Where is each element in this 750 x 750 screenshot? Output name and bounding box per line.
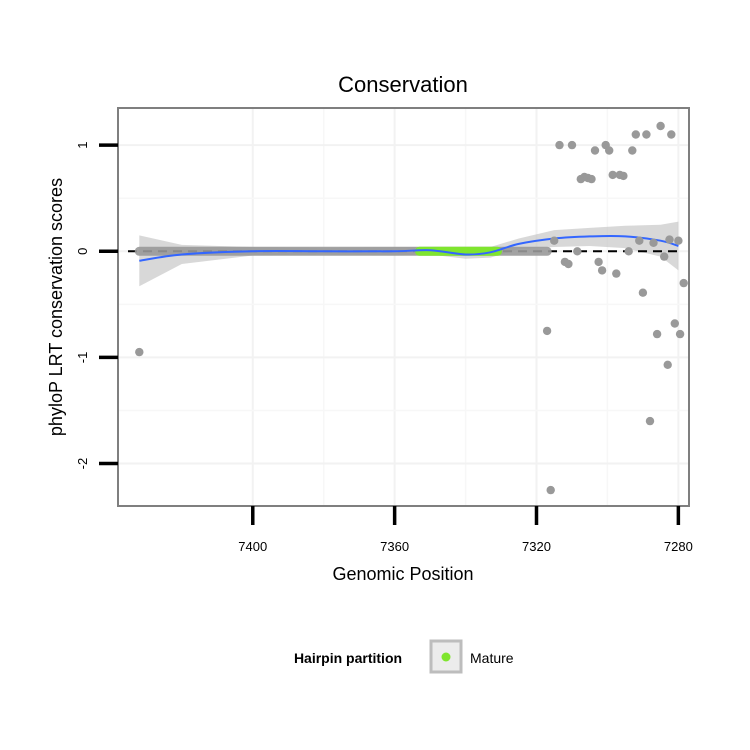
panel-border [117,107,690,507]
x-axis-ticks: 7400 7360 7320 7280 [238,506,693,554]
data-point [608,170,617,180]
data-point [597,266,607,275]
data-point [649,238,658,247]
data-point [587,174,596,184]
data-point [555,140,564,150]
data-point [652,329,662,339]
data-point [612,269,621,278]
y-axis-ticks: 1 0 -1 -2 [75,142,118,470]
y-tick-label: -1 [75,352,90,364]
data-points [135,121,688,495]
y-tick-label: 1 [75,142,90,149]
data-point [628,146,637,155]
data-point [135,347,144,357]
data-point [542,326,552,336]
data-point [660,252,669,261]
data-point [663,360,672,369]
data-point [631,130,640,139]
y-tick-label: 0 [75,248,90,255]
y-axis-title: phyloP LRT conservation scores [46,178,66,436]
data-point [667,130,676,139]
data-point [670,319,679,328]
smooth-curve [139,235,679,262]
y-tick-label: -2 [75,458,90,470]
chart-title: Conservation [338,72,468,97]
data-point [635,236,644,245]
x-tick-label: 7320 [522,539,551,554]
x-tick-label: 7400 [238,539,267,554]
data-point [642,130,651,139]
legend-key-mature-dot [441,652,451,662]
legend-label-mature: Mature [470,650,514,666]
x-tick-label: 7360 [380,539,409,554]
data-point [564,259,573,269]
data-point [619,171,628,181]
x-axis-title: Genomic Position [332,564,473,584]
smooth-line [139,235,679,262]
legend: Hairpin partition Mature [294,639,514,674]
data-point [546,485,555,495]
legend-title: Hairpin partition [294,650,402,666]
data-point [638,288,648,297]
data-point [605,146,614,155]
data-point [665,235,674,244]
data-point [656,121,665,131]
x-tick-label: 7280 [664,539,693,554]
data-point [567,140,577,150]
data-point [594,257,603,267]
data-point [573,247,582,256]
grid-lines [118,108,689,506]
data-point [645,416,655,426]
data-point [590,146,600,155]
data-point [674,236,683,245]
data-point [624,247,633,256]
data-point [679,278,688,288]
data-point [675,329,685,339]
data-point [550,236,559,245]
